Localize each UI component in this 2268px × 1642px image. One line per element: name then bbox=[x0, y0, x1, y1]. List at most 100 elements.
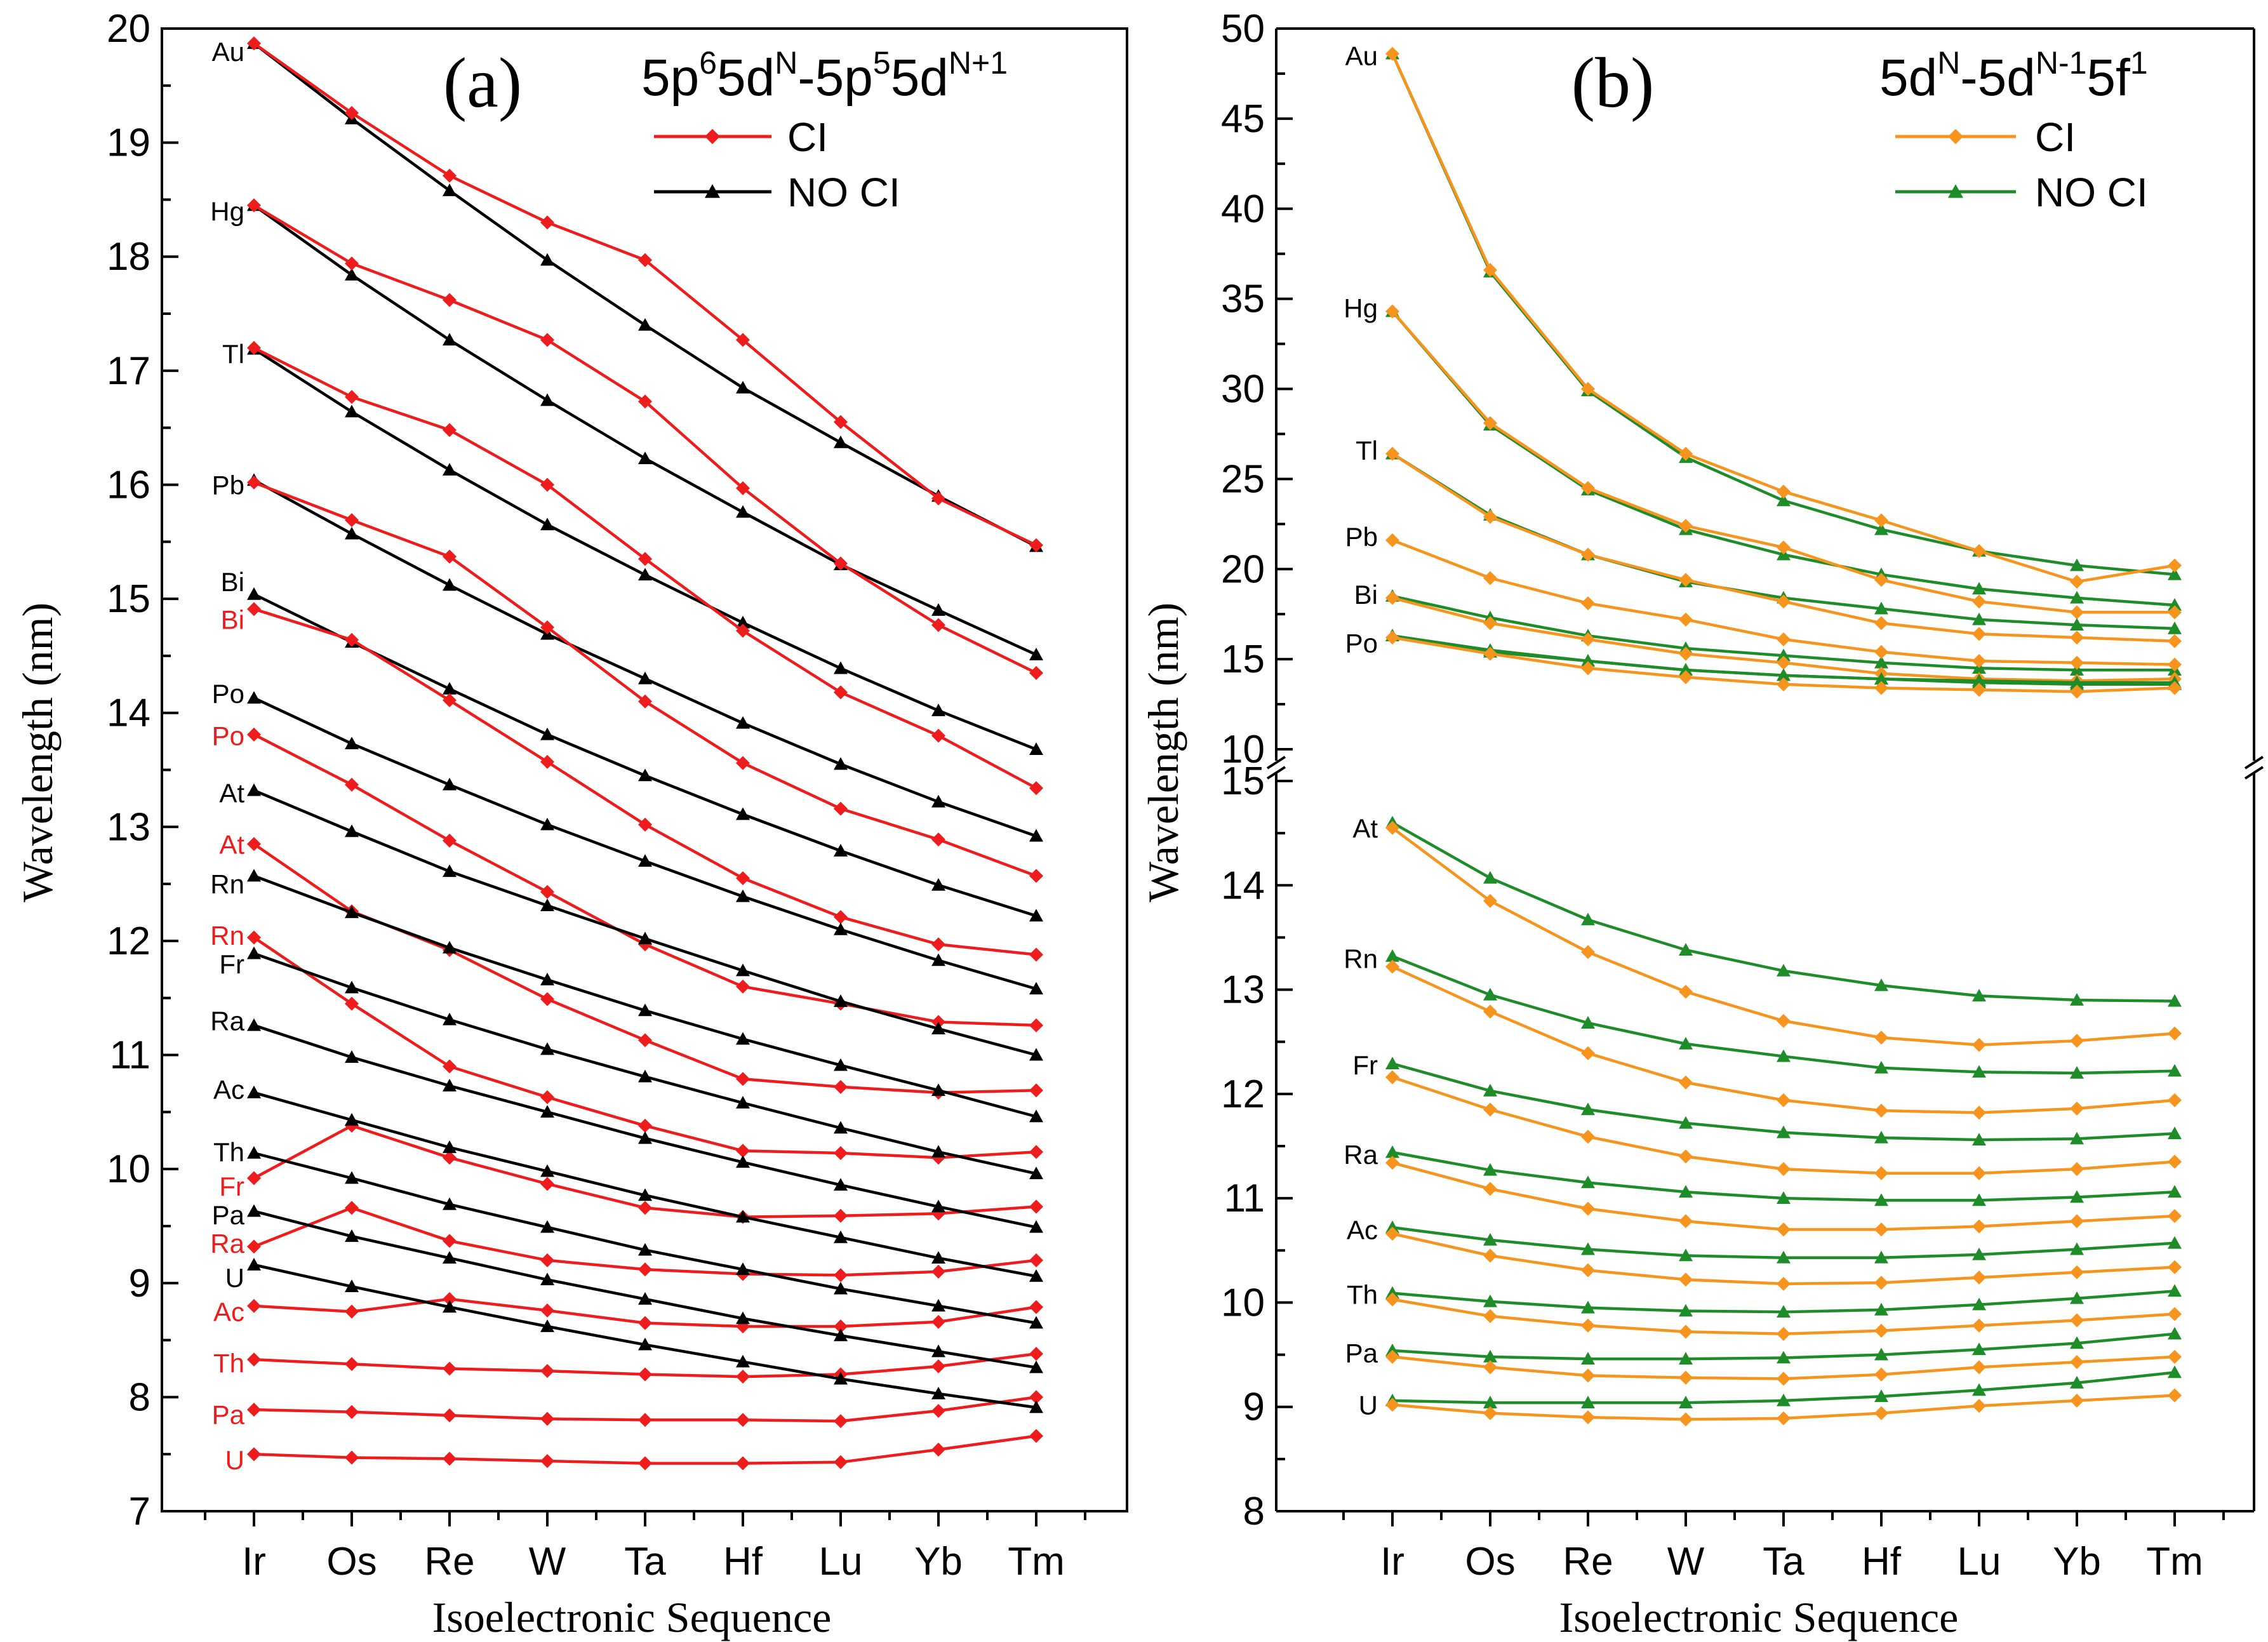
panel-a-at-ci-point-5 bbox=[736, 1072, 750, 1086]
panel-b-ytick-label: 10 bbox=[1221, 1281, 1265, 1325]
panel-b-rn-ci-line bbox=[1392, 965, 2175, 1114]
panel-b-fr-noci-point-8 bbox=[2168, 1126, 2182, 1140]
panel-a-u-noci-point-6 bbox=[834, 1372, 848, 1385]
panel-b-au-ci-point-8 bbox=[2168, 558, 2182, 573]
panel-b-u-ci-point-1 bbox=[1483, 1406, 1497, 1420]
trans-a-part-6: 5d bbox=[891, 49, 949, 107]
panel-b-rn-noci-point-1 bbox=[1483, 987, 1497, 1001]
panel-a-ra-ci-point-6 bbox=[834, 1268, 848, 1283]
panel-a-tl-noci-point-5 bbox=[736, 615, 750, 629]
panel-a-bi-noci-point-3 bbox=[540, 727, 554, 740]
panel-b-at-noci-point-8 bbox=[2168, 994, 2182, 1007]
panel-b-au-ci-point-0 bbox=[1385, 46, 1399, 61]
panel-b-u-noci-point-7 bbox=[2070, 1375, 2084, 1389]
panel-a-pb-ci-point-3 bbox=[540, 620, 554, 634]
panel-b-ac-noci-point-5 bbox=[1874, 1250, 1888, 1264]
panel-a-ytick-label: 15 bbox=[107, 577, 150, 621]
panel-b-tl-ci-point-3 bbox=[1679, 573, 1693, 587]
panel-b-at-ci-point-1 bbox=[1483, 893, 1497, 908]
panel-a-pa-ci-point-6 bbox=[834, 1414, 848, 1429]
panel-b-fr-noci-point-1 bbox=[1483, 1083, 1497, 1097]
panel-b-u-noci-point-1 bbox=[1483, 1396, 1497, 1408]
panel-b-ra-ci-point-1 bbox=[1483, 1182, 1497, 1196]
panel-b-xtick-label: Hf bbox=[1862, 1540, 1902, 1584]
panel-b-ac-noci-point-4 bbox=[1777, 1250, 1791, 1264]
panel-b-element-label: Ac bbox=[1347, 1215, 1378, 1245]
panel-b-po-ci-point-8 bbox=[2168, 681, 2182, 695]
panel-a-pb-noci-point-5 bbox=[736, 716, 750, 729]
panel-a-u-ci-point-8 bbox=[1029, 1429, 1043, 1443]
panel-a-ytick-label: 18 bbox=[107, 235, 150, 279]
panel-b-pa-noci-point-7 bbox=[2070, 1336, 2084, 1349]
panel-a-ra-noci-point-2 bbox=[443, 1079, 457, 1091]
panel-a-element-label: Fr bbox=[219, 1171, 244, 1201]
panel-a-po-ci-point-1 bbox=[345, 777, 359, 792]
panel-a-bi-noci-point-0 bbox=[247, 587, 261, 600]
panel-a-u-noci-point-2 bbox=[443, 1300, 457, 1313]
panel-b-rn-ci-point-2 bbox=[1581, 1046, 1595, 1060]
panel-b-ytick-label: 35 bbox=[1221, 277, 1265, 321]
panel-a-rn-ci-point-0 bbox=[247, 930, 261, 945]
panel-b-pa-noci-point-1 bbox=[1483, 1349, 1497, 1363]
panel-a-ra-ci-point-4 bbox=[638, 1262, 652, 1277]
trans-b-part-5: 1 bbox=[2130, 45, 2148, 81]
panel-b-au-noci-point-8 bbox=[2168, 567, 2182, 580]
panel-b-bi-ci-point-1 bbox=[1483, 616, 1497, 631]
panel-b-at-ci-point-6 bbox=[1972, 1038, 1986, 1052]
panel-a-bi-ci-point-4 bbox=[638, 817, 652, 832]
panel-b-th-ci-point-4 bbox=[1777, 1326, 1791, 1341]
panel-b-u-noci-point-4 bbox=[1777, 1393, 1791, 1406]
panel-b-tl-ci-point-0 bbox=[1385, 446, 1399, 461]
panel-b-fr-noci-point-0 bbox=[1385, 1057, 1399, 1070]
panel-b-u-ci-point-0 bbox=[1385, 1398, 1399, 1412]
panel-a-au-ci-point-1 bbox=[345, 105, 359, 120]
panel-b-at-ci-point-4 bbox=[1777, 1013, 1791, 1028]
panel-a-ac-ci-point-3 bbox=[540, 1303, 554, 1318]
panel-a-po-noci-point-8 bbox=[1029, 982, 1043, 995]
panel-b-pa-noci-point-2 bbox=[1581, 1352, 1595, 1365]
panel-b-po-ci-point-6 bbox=[1972, 683, 1986, 697]
panel-a-u-ci-point-1 bbox=[345, 1450, 359, 1465]
panel-b-pa-ci-point-6 bbox=[1972, 1360, 1986, 1375]
panel-a-element-label: Ac bbox=[213, 1074, 244, 1104]
panel-a-ytick-label: 17 bbox=[107, 349, 150, 393]
panel-a-bi-ci-point-7 bbox=[931, 937, 945, 952]
panel-a-rn-noci-point-5 bbox=[736, 1032, 750, 1045]
panel-a-xtick-label: Ir bbox=[242, 1540, 266, 1584]
panel-b-legend-ci-label: CI bbox=[2035, 114, 2076, 160]
panel-b-ra-noci-point-0 bbox=[1385, 1145, 1399, 1158]
panel-a-element-label: Rn bbox=[210, 921, 244, 951]
panel-a-u-noci-point-5 bbox=[736, 1354, 750, 1368]
panel-a-fr-noci-point-3 bbox=[540, 1042, 554, 1055]
trans-b-part-4: 5f bbox=[2086, 49, 2130, 107]
panel-b-pb-ci-point-2 bbox=[1581, 596, 1595, 611]
panel-a-element-label: Po bbox=[212, 721, 244, 751]
panel-a-ytick-label: 12 bbox=[107, 919, 150, 963]
panel-a-pa-noci-point-4 bbox=[638, 1292, 652, 1305]
panel-b-fr-ci-point-3 bbox=[1679, 1149, 1693, 1164]
panel-b-rn-noci-point-5 bbox=[1874, 1060, 1888, 1074]
panel-b-at-ci-point-2 bbox=[1581, 945, 1595, 959]
panel-b-ra-noci-point-7 bbox=[2070, 1190, 2084, 1203]
panel-b-rn-ci-point-3 bbox=[1679, 1075, 1693, 1090]
panel-a-at-noci-point-5 bbox=[736, 963, 750, 977]
panel-a-hg-ci-point-6 bbox=[834, 556, 848, 571]
panel-b-hg-ci-point-1 bbox=[1483, 416, 1497, 431]
panel-a-po-noci-point-1 bbox=[345, 737, 359, 749]
panel-b-au-noci-point-4 bbox=[1777, 493, 1791, 507]
panel-a-xlabel: Isoelectronic Sequence bbox=[432, 1593, 832, 1641]
panel-b-rn-ci-point-8 bbox=[2168, 1093, 2182, 1107]
panel-b-ra-noci-point-5 bbox=[1874, 1193, 1888, 1206]
panel-b-tl-ci-point-5 bbox=[1874, 616, 1888, 631]
panel-b-pa-ci-point-0 bbox=[1385, 1349, 1399, 1364]
panel-b-pa-ci-point-7 bbox=[2070, 1355, 2084, 1370]
panel-b-at-noci-point-7 bbox=[2070, 993, 2084, 1006]
panel-b-th-noci-point-7 bbox=[2070, 1291, 2084, 1304]
panel-a-rn-ci-point-8 bbox=[1029, 1145, 1043, 1159]
panel-a-th-ci-point-2 bbox=[443, 1361, 457, 1376]
panel-b-u-ci-point-2 bbox=[1581, 1410, 1595, 1425]
panel-b-ra-ci-point-7 bbox=[2070, 1214, 2084, 1229]
panel-a-po-noci-point-3 bbox=[540, 817, 554, 831]
panel-b-u-ci-point-4 bbox=[1777, 1411, 1791, 1425]
panel-b-u-ci-point-5 bbox=[1874, 1406, 1888, 1420]
